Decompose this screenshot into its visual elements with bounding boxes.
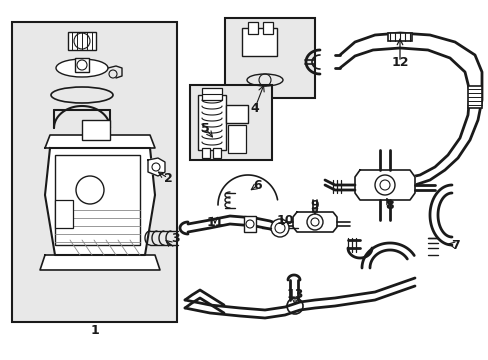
- Bar: [82, 120, 110, 140]
- Bar: [68, 32, 96, 50]
- Text: 7: 7: [450, 239, 458, 252]
- Text: 4: 4: [250, 102, 259, 114]
- Bar: [242, 28, 276, 56]
- Polygon shape: [40, 255, 160, 270]
- Bar: [387, 33, 411, 41]
- Bar: [263, 22, 272, 34]
- Text: 10: 10: [276, 213, 293, 226]
- Text: 6: 6: [253, 179, 262, 192]
- Bar: [12, 22, 177, 322]
- Polygon shape: [45, 135, 155, 148]
- Text: 13: 13: [286, 288, 303, 302]
- Polygon shape: [45, 148, 155, 255]
- Text: 11: 11: [206, 216, 224, 229]
- Circle shape: [270, 219, 288, 237]
- Bar: [202, 148, 209, 158]
- Text: 12: 12: [390, 55, 408, 68]
- Bar: [55, 155, 140, 245]
- Bar: [198, 95, 225, 150]
- Text: 1: 1: [90, 324, 99, 337]
- Text: 8: 8: [385, 198, 393, 212]
- Polygon shape: [354, 170, 414, 200]
- Bar: [227, 125, 245, 153]
- Bar: [75, 58, 89, 72]
- Bar: [55, 200, 73, 228]
- Text: 2: 2: [163, 171, 172, 185]
- Ellipse shape: [56, 59, 108, 77]
- Text: 3: 3: [170, 231, 179, 244]
- Bar: [244, 216, 256, 232]
- Text: 5: 5: [200, 122, 209, 135]
- Bar: [247, 22, 258, 34]
- Bar: [202, 88, 222, 100]
- Bar: [225, 105, 247, 123]
- Polygon shape: [292, 212, 336, 232]
- Bar: [467, 86, 481, 108]
- Bar: [213, 148, 221, 158]
- Polygon shape: [148, 158, 164, 176]
- Bar: [190, 85, 271, 160]
- Bar: [224, 18, 314, 98]
- Text: 9: 9: [310, 198, 319, 212]
